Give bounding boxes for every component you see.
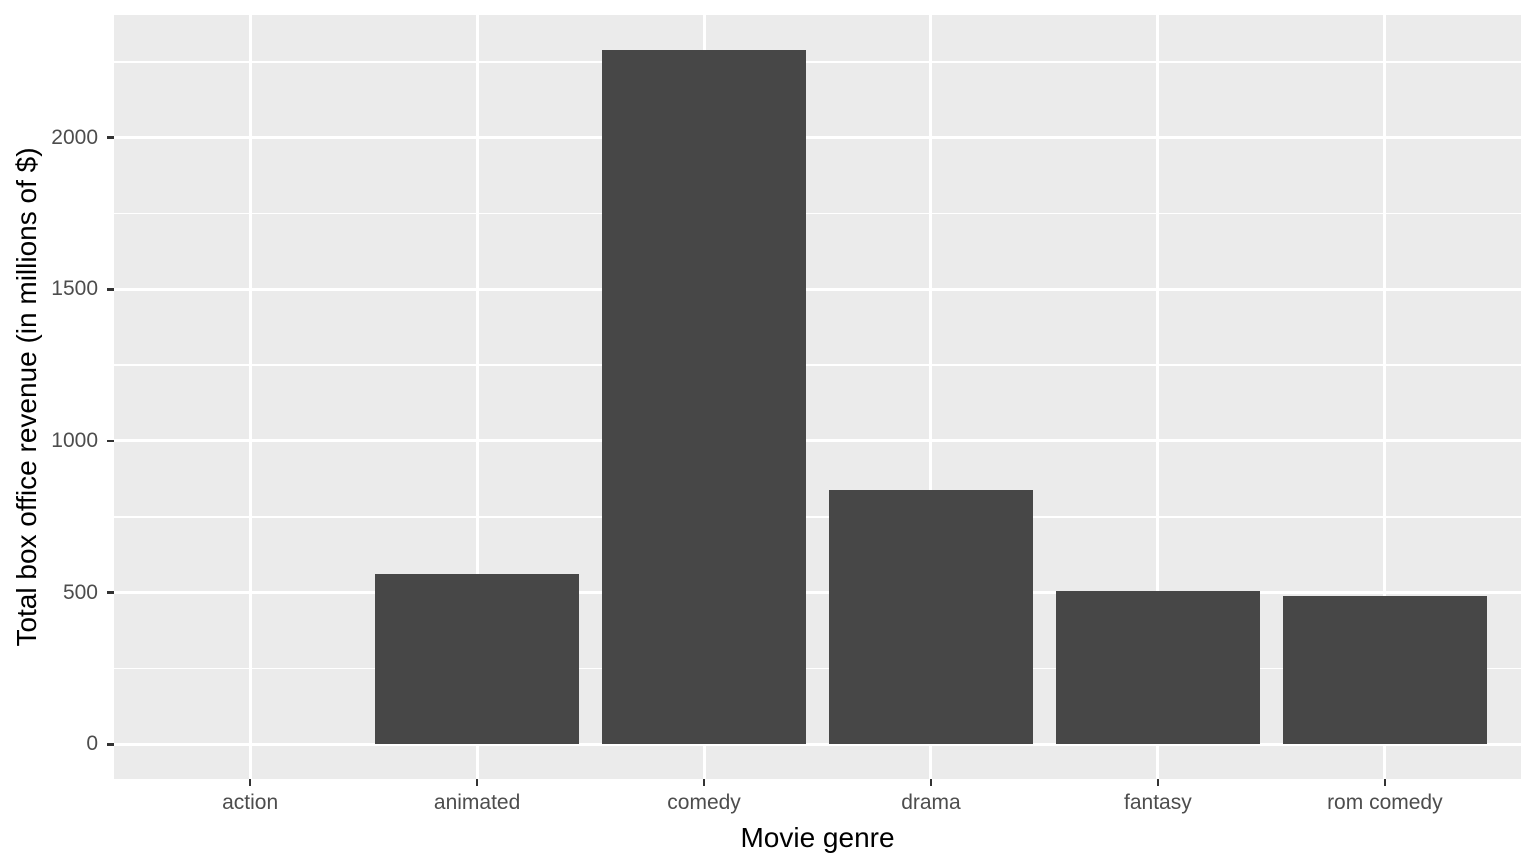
gridline-major-vertical bbox=[248, 15, 252, 779]
bar-drama bbox=[828, 490, 1034, 745]
gridline-major-horizontal bbox=[114, 287, 1521, 291]
x-tick-label: comedy bbox=[667, 791, 741, 814]
y-tick-label: 1000 bbox=[51, 428, 98, 452]
bar-rom-comedy bbox=[1282, 595, 1487, 745]
bar-fantasy bbox=[1055, 591, 1261, 745]
y-axis-tick bbox=[107, 288, 114, 291]
x-tick-label: fantasy bbox=[1124, 791, 1192, 814]
x-axis-title: Movie genre bbox=[740, 822, 895, 853]
x-tick-label: drama bbox=[901, 791, 961, 814]
gridline-major-vertical bbox=[475, 15, 479, 779]
x-tick-label: animated bbox=[433, 791, 521, 814]
plot-panel bbox=[114, 15, 1521, 779]
gridline-minor-horizontal bbox=[114, 516, 1521, 518]
x-axis-tick bbox=[475, 779, 479, 786]
gridline-major-horizontal bbox=[114, 742, 1521, 746]
y-axis-tick bbox=[107, 439, 114, 443]
y-tick-label: 500 bbox=[62, 580, 98, 604]
gridline-minor-horizontal bbox=[114, 667, 1521, 670]
y-axis-tick bbox=[107, 743, 114, 746]
gridline-minor-horizontal bbox=[114, 61, 1521, 63]
x-axis-tick bbox=[1383, 779, 1387, 786]
gridline-major-vertical bbox=[929, 15, 933, 779]
x-tick-label: action bbox=[222, 791, 279, 814]
gridline-minor-horizontal bbox=[114, 212, 1521, 215]
gridline-major-horizontal bbox=[114, 591, 1521, 595]
x-axis-tick bbox=[248, 779, 252, 786]
x-tick-label: rom comedy bbox=[1327, 791, 1443, 814]
y-tick-label: 2000 bbox=[51, 125, 98, 149]
bar-comedy bbox=[601, 49, 807, 745]
x-axis-tick bbox=[702, 779, 706, 786]
y-axis-title: Total box office revenue (in millions of… bbox=[11, 147, 42, 647]
gridline-major-horizontal bbox=[114, 136, 1521, 140]
gridline-major-horizontal bbox=[114, 439, 1521, 443]
y-tick-label: 1500 bbox=[51, 277, 98, 301]
x-axis-tick bbox=[929, 779, 933, 786]
y-axis-tick bbox=[107, 136, 114, 139]
x-axis-tick bbox=[1156, 779, 1160, 786]
y-tick-label: 0 bbox=[86, 732, 98, 756]
gridline-minor-horizontal bbox=[114, 364, 1521, 366]
bar-animated bbox=[374, 574, 580, 745]
gridline-major-vertical bbox=[1383, 15, 1387, 779]
gridline-major-vertical bbox=[1156, 15, 1160, 779]
y-axis-tick bbox=[107, 591, 114, 594]
